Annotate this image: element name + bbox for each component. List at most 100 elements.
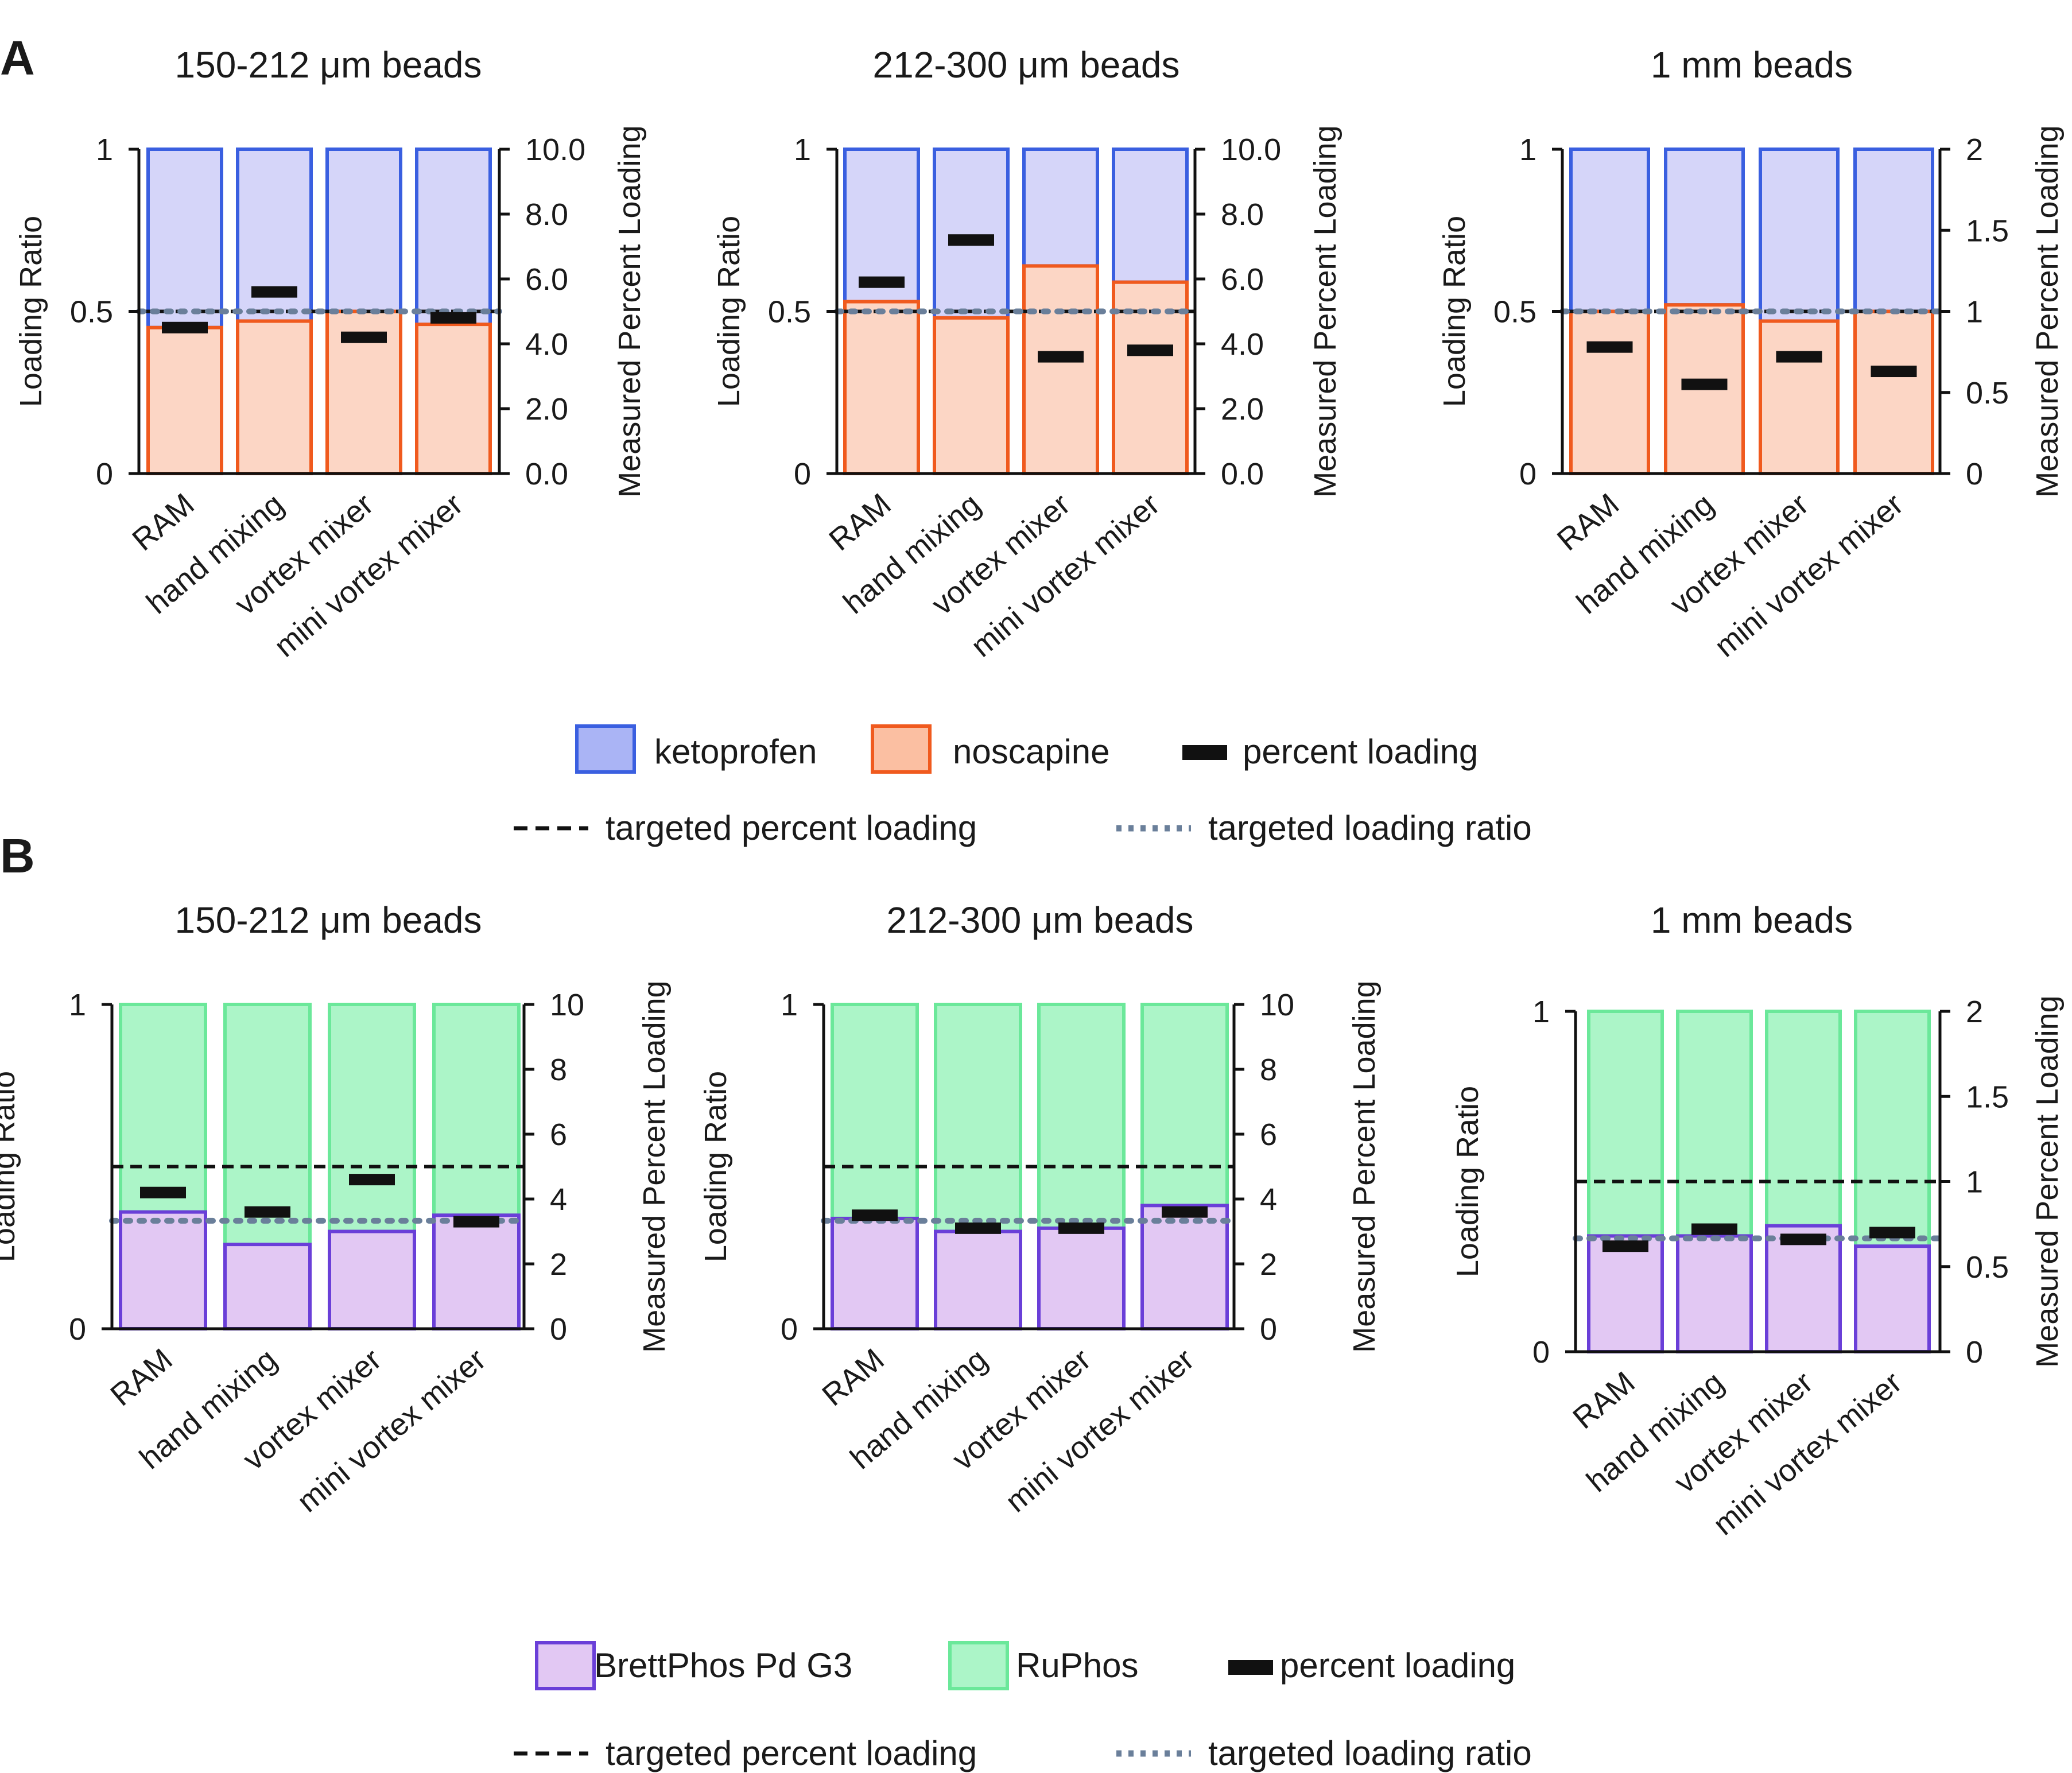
legend-label-percent-loading-b: percent loading <box>1280 1646 1515 1685</box>
right-tick-label: 8 <box>550 1053 567 1087</box>
right-tick-label: 6 <box>550 1118 567 1152</box>
legend-a: ketoprofen noscapine percent loading tar… <box>514 724 1532 847</box>
legend-label-targeted-percent-b: targeted percent loading <box>606 1734 977 1772</box>
panel-letter-a: A <box>0 31 35 85</box>
left-tick-label: 1 <box>1519 133 1536 167</box>
percent-loading-marker <box>852 1209 898 1221</box>
left-tick-label: 1 <box>69 988 86 1022</box>
legend-label-targeted-percent-a: targeted percent loading <box>606 809 977 847</box>
legend-swatch-percent-loading-b <box>1228 1660 1273 1675</box>
bar-segment-brettphos-pd-g3 <box>119 1210 207 1331</box>
percent-loading-marker <box>1038 351 1084 363</box>
legend-label-targeted-ratio-a: targeted loading ratio <box>1208 809 1532 847</box>
right-tick-label: 0.5 <box>1966 1250 2009 1285</box>
y2-axis-label: Measured Percent Loading <box>2030 995 2065 1367</box>
percent-loading-marker <box>948 234 994 246</box>
bar-segment-ruphos <box>119 1003 207 1214</box>
right-tick-label: 2.0 <box>1221 392 1264 426</box>
right-tick-label: 2 <box>550 1247 567 1282</box>
bar-segment-ketoprofen <box>1853 148 1934 313</box>
bar-segment-ruphos <box>1676 1010 1753 1238</box>
bar-segment-noscapine <box>1759 319 1840 475</box>
y-axis-label: Loading Ratio <box>712 216 746 407</box>
right-tick-label: 2 <box>1260 1247 1277 1282</box>
left-tick-label: 0 <box>794 457 811 491</box>
bar-segment-ruphos <box>1587 1010 1664 1238</box>
percent-loading-marker <box>1127 344 1173 356</box>
bar-segment-ketoprofen <box>1664 148 1745 307</box>
bar-segment-ketoprofen <box>415 148 492 327</box>
right-tick-label: 2 <box>1966 133 1983 167</box>
category-label: mini vortex mixer <box>999 1342 1201 1519</box>
y2-axis-label: Measured Percent Loading <box>2030 125 2065 497</box>
percent-loading-marker <box>140 1186 186 1198</box>
y2-axis-label: Measured Percent Loading <box>1347 980 1382 1352</box>
right-tick-label: 0.5 <box>1966 376 2009 410</box>
right-tick-label: 10.0 <box>525 133 585 167</box>
right-tick-label: 10 <box>550 988 584 1022</box>
right-tick-label: 10 <box>1260 988 1294 1022</box>
bar-segment-ketoprofen <box>1112 148 1189 284</box>
y-axis-label: Loading Ratio <box>1437 216 1472 407</box>
percent-loading-marker <box>1602 1240 1648 1252</box>
bar-segment-ruphos <box>934 1003 1022 1233</box>
bar-segment-noscapine <box>1853 309 1934 475</box>
right-tick-label: 10.0 <box>1221 133 1281 167</box>
percent-loading-marker <box>1871 366 1917 378</box>
chart-title: 150-212 μm beads <box>175 44 482 86</box>
legend-swatch-noscapine <box>871 724 932 774</box>
left-tick-label: 1 <box>1532 995 1550 1029</box>
percent-loading-marker <box>1586 341 1633 353</box>
bar-segment-ketoprofen <box>1022 148 1099 268</box>
right-tick-label: 0 <box>1966 457 1983 491</box>
bar-segment-brettphos-pd-g3 <box>432 1213 521 1330</box>
bar-segment-ruphos <box>328 1003 416 1233</box>
bar-segment-brettphos-pd-g3 <box>1854 1244 1931 1353</box>
percent-loading-marker <box>162 321 208 333</box>
chart-title: 1 mm beads <box>1651 899 1853 941</box>
legend-swatch-percent-loading-a <box>1182 745 1227 760</box>
chart-title: 212-300 μm beads <box>873 44 1180 86</box>
percent-loading-marker <box>251 286 297 298</box>
bar-segment-brettphos-pd-g3 <box>831 1216 919 1330</box>
right-tick-label: 1.5 <box>1966 214 2009 248</box>
right-tick-label: 0 <box>550 1312 567 1347</box>
y-axis-label: Loading Ratio <box>699 1071 733 1262</box>
right-tick-label: 8 <box>1260 1053 1277 1087</box>
category-label: RAM <box>104 1342 179 1413</box>
bar-segment-noscapine <box>236 319 313 475</box>
bar-segment-noscapine <box>1022 264 1099 475</box>
bar-segment-brettphos-pd-g3 <box>1765 1224 1842 1354</box>
right-tick-label: 8.0 <box>1221 197 1264 232</box>
legend-label-brettphos: BrettPhos Pd G3 <box>594 1646 852 1685</box>
percent-loading-marker <box>955 1222 1001 1234</box>
bar-segment-ketoprofen <box>1759 148 1840 323</box>
chart-title: 212-300 μm beads <box>887 899 1194 941</box>
bar-segment-brettphos-pd-g3 <box>1676 1234 1753 1353</box>
bar-segment-noscapine <box>933 316 1010 475</box>
legend-label-targeted-ratio-b: targeted loading ratio <box>1208 1734 1532 1772</box>
right-tick-label: 6 <box>1260 1118 1277 1152</box>
category-label: mini vortex mixer <box>291 1342 492 1519</box>
bar-segment-brettphos-pd-g3 <box>1037 1226 1126 1331</box>
left-tick-label: 1 <box>794 133 811 167</box>
bar-segment-brettphos-pd-g3 <box>223 1243 312 1331</box>
percent-loading-marker <box>430 312 476 324</box>
category-label: RAM <box>126 487 200 557</box>
left-tick-label: 0.5 <box>768 295 811 329</box>
bar-segment-ruphos <box>1037 1003 1126 1230</box>
percent-loading-marker <box>349 1174 395 1186</box>
right-tick-label: 4 <box>1260 1182 1277 1217</box>
right-tick-label: 6.0 <box>525 262 568 297</box>
legend-label-percent-loading-a: percent loading <box>1243 732 1478 771</box>
bar-segment-ruphos <box>1140 1003 1229 1208</box>
bar-segment-ruphos <box>1854 1010 1931 1248</box>
right-tick-label: 1 <box>1966 1165 1983 1200</box>
bar-segment-ketoprofen <box>146 148 223 329</box>
percent-loading-marker <box>1869 1227 1915 1239</box>
